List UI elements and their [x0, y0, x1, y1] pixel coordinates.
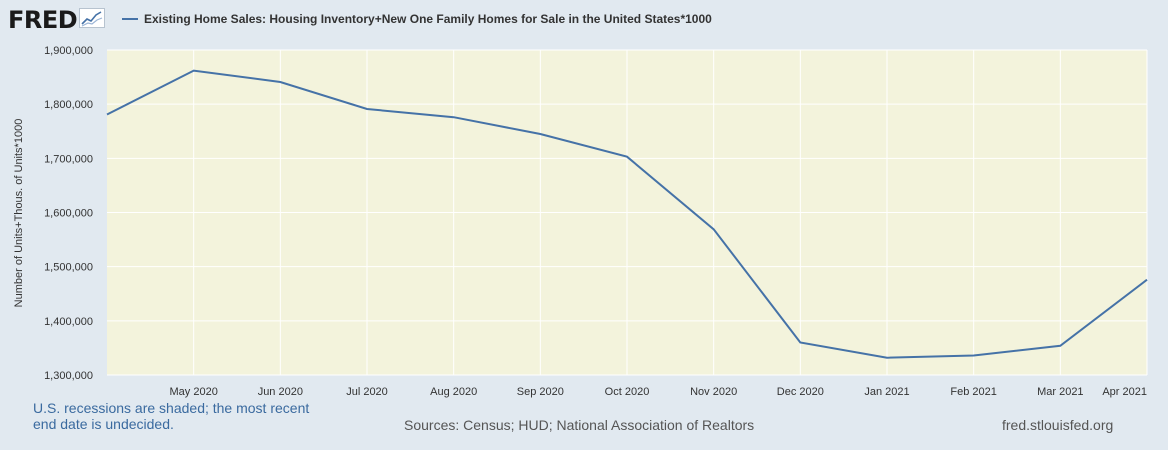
y-tick-label: 1,800,000 — [44, 99, 93, 111]
x-tick-label: Mar 2021 — [1037, 386, 1083, 398]
x-tick-label: Feb 2021 — [950, 386, 996, 398]
y-tick-label: 1,600,000 — [44, 208, 93, 220]
x-tick-label: Sep 2020 — [517, 386, 564, 398]
y-tick-label: 1,900,000 — [44, 45, 93, 57]
trend-chart-icon — [79, 8, 106, 28]
x-tick-label: Dec 2020 — [777, 386, 824, 398]
x-tick-label: Jun 2020 — [258, 386, 303, 398]
chart-legend: Existing Home Sales: Housing Inventory+N… — [122, 12, 712, 26]
y-tick-label: 1,400,000 — [44, 316, 93, 328]
legend-series-label: Existing Home Sales: Housing Inventory+N… — [144, 12, 712, 26]
recession-note: U.S. recessions are shaded; the most rec… — [33, 400, 323, 432]
y-axis-ticks: 1,300,000 1,400,000 1,500,000 1,600,000 1,70… — [44, 45, 93, 382]
legend-series-swatch — [122, 18, 138, 20]
x-tick-label: Jul 2020 — [346, 386, 388, 398]
fred-logo[interactable]: FRED — [8, 6, 106, 34]
series-line-home-inventory[interactable] — [106, 69, 1148, 359]
x-axis-ticks: May 2020 Jun 2020 Jul 2020 Aug 2020 Sep 2020… — [170, 386, 1147, 398]
y-tick-label: 1,300,000 — [44, 370, 93, 382]
fred-logo-text: FRED — [8, 6, 78, 34]
x-tick-label: Oct 2020 — [605, 386, 650, 398]
grid-lines — [107, 49, 1148, 376]
x-tick-label: Apr 2021 — [1102, 386, 1147, 398]
y-tick-label: 1,500,000 — [44, 262, 93, 274]
x-tick-label: Nov 2020 — [690, 386, 737, 398]
x-tick-label: Jan 2021 — [864, 386, 909, 398]
x-tick-label: May 2020 — [170, 386, 218, 398]
x-tick-label: Aug 2020 — [430, 386, 477, 398]
recession-note-text: U.S. recessions are shaded; the most rec… — [33, 400, 310, 432]
line-chart[interactable]: 1,300,000 1,400,000 1,500,000 1,600,000 1,70… — [0, 0, 1168, 400]
y-tick-label: 1,700,000 — [44, 153, 93, 165]
site-link[interactable]: fred.stlouisfed.org — [1002, 417, 1114, 433]
sources-text: Sources: Census; HUD; National Associati… — [404, 417, 755, 433]
